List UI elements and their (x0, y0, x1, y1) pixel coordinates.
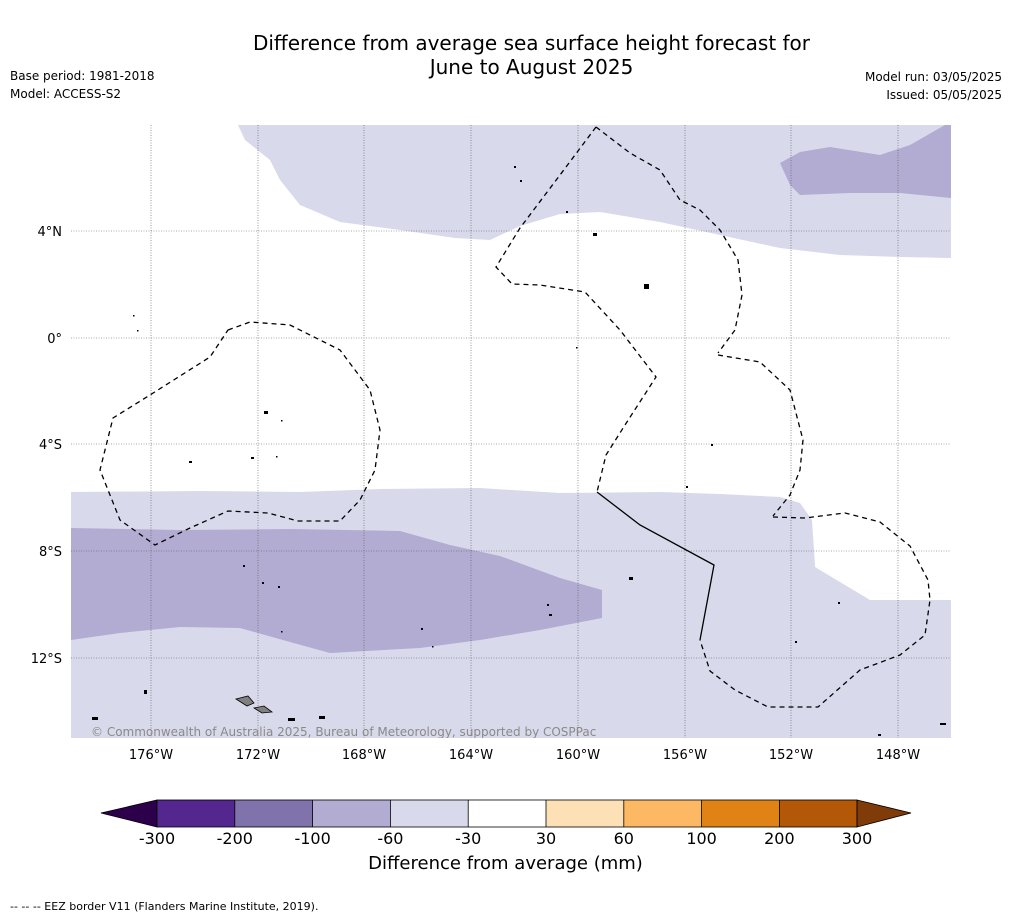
lat-label: 4°S (39, 438, 62, 453)
colorbar-segment (779, 800, 858, 827)
eez-kiribati-west-loop (495, 126, 657, 493)
colorbar-tick: -60 (377, 829, 403, 848)
colorbar-extend-low (100, 799, 158, 828)
title-line-1: Difference from average sea surface heig… (252, 31, 811, 55)
colorbar-tick: 200 (764, 829, 795, 848)
solid-boundary (596, 491, 715, 641)
lon-label: 152°W (769, 748, 813, 763)
copyright: © Commonwealth of Australia 2025, Bureau… (91, 725, 596, 739)
colorbar-tick: 30 (536, 829, 556, 848)
north-medium-patch (780, 125, 951, 198)
lat-label: 0° (47, 332, 62, 347)
colorbar-segment (157, 800, 235, 827)
lon-label: 172°W (236, 748, 280, 763)
south-medium-patch (71, 528, 602, 653)
lon-label: 160°W (556, 748, 600, 763)
north-light-band (238, 125, 951, 258)
lon-labels: 176°W 172°W 168°W 164°W 160°W 156°W 152°… (129, 748, 920, 763)
eez-kiribati-north (595, 126, 743, 354)
eez-borders (99, 126, 931, 708)
lon-label: 156°W (663, 748, 707, 763)
eez-east-north (717, 354, 804, 517)
colorbar-tick: -300 (139, 829, 175, 848)
colorbar-segment (468, 800, 546, 827)
colorbar: -300 -200 -100 -60 -30 30 60 100 200 300 (100, 799, 912, 848)
colorbar-segment (234, 800, 313, 827)
model-run: Model run: 03/05/2025 (864, 70, 1002, 84)
samoa-island-east (252, 705, 274, 714)
colorbar-tick: 300 (842, 829, 873, 848)
title-line-2: June to August 2025 (429, 55, 634, 79)
lat-label: 4°N (38, 225, 63, 240)
colorbar-extend-high (856, 799, 912, 828)
colorbar-tick: 100 (686, 829, 717, 848)
lon-label: 168°W (342, 748, 386, 763)
colorbar-segment (546, 800, 624, 827)
lon-gridlines (150, 125, 899, 738)
colorbar-tick: 60 (614, 829, 634, 848)
colorbar-segment (312, 800, 391, 827)
meta-left: Base period: 1981-2018 Model: ACCESS-S2 (10, 67, 155, 103)
colorbar-tick: -100 (294, 829, 330, 848)
colorbar-label: Difference from average (mm) (368, 853, 643, 874)
islands (92, 166, 946, 736)
colorbar-segment (390, 800, 469, 827)
model-name: Model: ACCESS-S2 (10, 87, 122, 101)
lon-label: 164°W (449, 748, 493, 763)
issued-date: Issued: 05/05/2025 (886, 88, 1002, 102)
lat-labels: 4°N 0° 4°S 8°S 12°S (31, 225, 62, 667)
lat-label: 12°S (31, 652, 62, 667)
samoa-island (234, 695, 255, 707)
colorbar-segment (701, 800, 780, 827)
lat-label: 8°S (39, 545, 62, 560)
colorbar-tick: -30 (455, 829, 481, 848)
meta-right: Model run: 03/05/2025 Issued: 05/05/2025 (865, 68, 1002, 104)
lon-label: 148°W (876, 748, 920, 763)
eez-tokelau (99, 321, 381, 546)
anomaly-field: © Commonwealth of Australia 2025, Bureau… (71, 125, 951, 739)
south-clear-notch (815, 565, 951, 600)
colorbar-tick: -200 (217, 829, 253, 848)
lat-gridlines (71, 230, 951, 659)
map-title: Difference from average sea surface heig… (0, 31, 1011, 79)
colorbar-segment (623, 800, 702, 827)
eez-east-south (699, 512, 931, 708)
lon-label: 176°W (129, 748, 173, 763)
base-period: Base period: 1981-2018 (10, 69, 155, 83)
footnote: -- -- -- EEZ border V11 (Flanders Marine… (10, 900, 319, 913)
